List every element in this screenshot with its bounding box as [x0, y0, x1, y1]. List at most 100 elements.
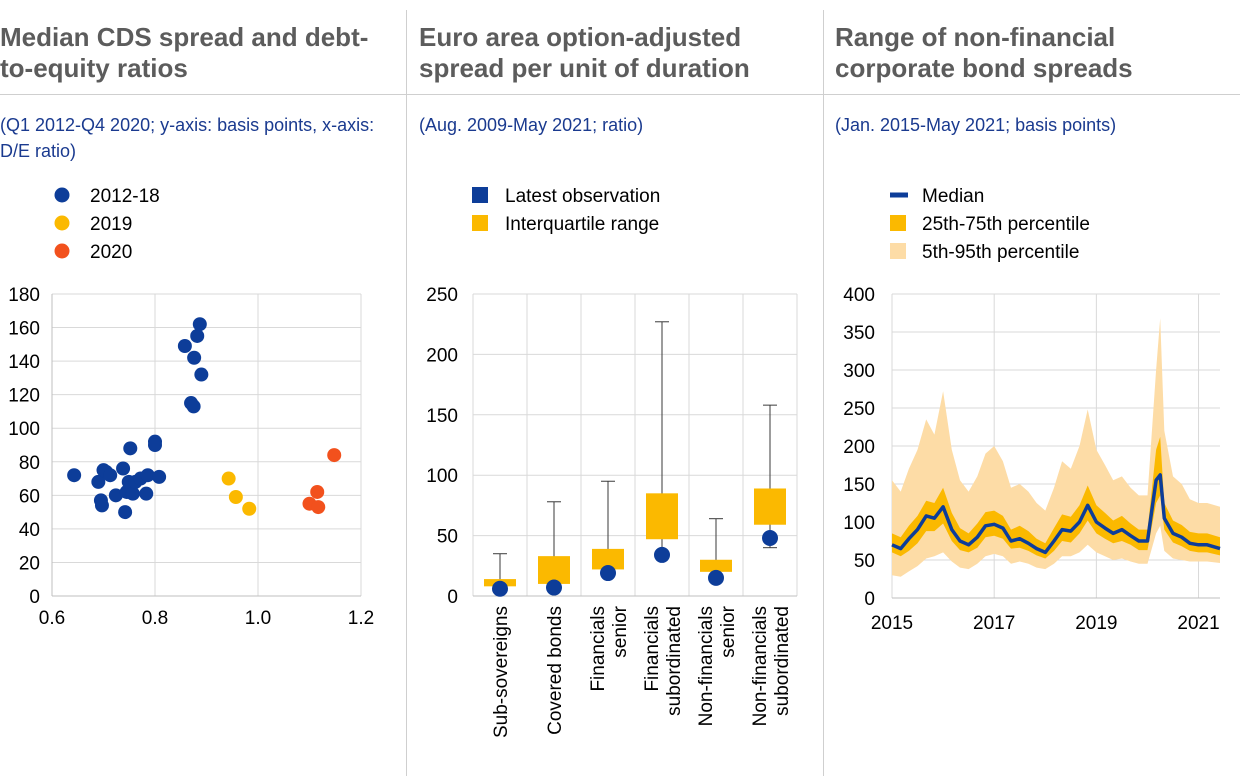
x-tick-label: 2015 [871, 613, 913, 634]
scatter-point-2012-18 [177, 339, 192, 354]
y-tick-label: 150 [426, 406, 458, 427]
iqr-box [646, 493, 678, 540]
scatter-point-2012-18 [190, 328, 205, 343]
scatter-point-2012-18 [187, 350, 202, 365]
category-label-line: Financials [642, 606, 663, 692]
y-tick-label: 40 [19, 520, 40, 541]
iqr-box [592, 548, 624, 570]
x-tick-label: 1.2 [348, 608, 374, 629]
category-label-line: senior [610, 605, 631, 657]
chart-subtitle: (Jan. 2015-May 2021; basis points) [835, 115, 1117, 135]
scatter-point-2012-18 [116, 461, 131, 476]
y-tick-label: 50 [437, 527, 458, 548]
chart-title: Euro area option-adjusted spread per uni… [419, 22, 750, 83]
y-tick-label: 20 [19, 553, 40, 574]
y-tick-label: 300 [843, 361, 875, 382]
scatter-point-2012-18 [139, 486, 154, 501]
y-tick-label: 100 [843, 513, 875, 534]
iqr-box [700, 559, 732, 572]
legend-swatch-line [890, 192, 908, 198]
y-tick-label: 150 [843, 475, 875, 496]
scatter-point-2020 [311, 500, 326, 515]
scatter-point-2012-18 [123, 441, 138, 456]
legend-label: 2019 [90, 214, 132, 235]
scatter-point-2012-18 [194, 367, 209, 382]
legend-label: Median [922, 186, 984, 207]
y-tick-label: 140 [8, 352, 40, 373]
y-tick-label: 350 [843, 323, 875, 344]
panel-oas-box: Euro area option-adjusted spread per uni… [407, 0, 823, 776]
category-label-line: subordinated [664, 606, 685, 716]
category-label: Financialssubordinated [642, 606, 685, 716]
y-tick-label: 160 [8, 319, 40, 340]
panel-divider [823, 10, 824, 776]
legend-label: 2012-18 [90, 186, 160, 207]
y-tick-label: 0 [864, 589, 875, 610]
band-25th-75th-percentile [892, 436, 1220, 559]
legend-label: Latest observation [505, 186, 660, 207]
latest-observation-point [654, 546, 670, 563]
scatter-point-2012-18 [152, 469, 167, 484]
header-divider [0, 94, 1240, 95]
latest-observation-point [600, 565, 616, 582]
latest-observation-point [546, 579, 562, 596]
legend-label: 5th-95th percentile [922, 242, 1079, 263]
y-tick-label: 180 [8, 285, 40, 306]
x-tick-label: 2021 [1177, 613, 1219, 634]
y-tick-label: 100 [426, 466, 458, 487]
category-label-line: senior [718, 605, 739, 657]
chart-title: Range of non-financial corporate bond sp… [835, 22, 1133, 83]
category-label-line: Non-financials [750, 606, 771, 726]
legend-label: Interquartile range [505, 214, 659, 235]
y-tick-label: 0 [447, 587, 458, 608]
chart-subtitle: (Q1 2012-Q4 2020; y-axis: basis points, … [0, 115, 375, 161]
category-label: Covered bonds [545, 606, 566, 735]
x-tick-label: 2017 [973, 613, 1015, 634]
latest-observation-point [708, 569, 724, 586]
chart-title: Median CDS spread and debt-to-equity rat… [0, 22, 369, 83]
x-tick-label: 0.6 [39, 608, 65, 629]
legend-label: 25th-75th percentile [922, 214, 1090, 235]
category-label: Non-financialssubordinated [750, 606, 793, 726]
chart-subtitle: (Aug. 2009-May 2021; ratio) [419, 115, 644, 135]
scatter-point-2020 [327, 448, 342, 463]
scatter-point-2019 [242, 501, 257, 516]
scatter-point-2012-18 [140, 468, 155, 483]
area-chart: Median 25th-75th percentile 5th-95th perce… [843, 186, 1221, 634]
legend-label: 2020 [90, 242, 132, 263]
latest-observation-point [762, 530, 778, 547]
category-label: Sub-sovereigns [491, 606, 512, 738]
panel-cds-scatter: Median CDS spread and debt-to-equity rat… [0, 0, 406, 776]
scatter-point-2012-18 [192, 317, 207, 332]
category-label-line: subordinated [772, 606, 793, 716]
scatter-point-2019 [228, 490, 243, 505]
scatter-point-2012-18 [103, 468, 118, 483]
legend-swatch [890, 215, 906, 231]
category-label: Financialssenior [588, 605, 631, 691]
y-tick-label: 200 [843, 437, 875, 458]
y-tick-label: 400 [843, 285, 875, 306]
y-tick-label: 50 [854, 551, 875, 572]
y-tick-label: 100 [8, 419, 40, 440]
scatter-point-2012-18 [108, 488, 123, 503]
median-line [891, 473, 1221, 555]
category-label-line: Financials [588, 606, 609, 692]
y-tick-label: 250 [426, 285, 458, 306]
scatter-point-2012-18 [118, 505, 133, 520]
scatter-point-2012-18 [91, 474, 106, 489]
scatter-chart: 2012-18 2019 2020 0 20 40 60 80 100 120 140 160 180 0… [8, 186, 374, 629]
scatter-point-2012-18 [67, 468, 82, 483]
category-label-line: Non-financials [696, 606, 717, 726]
y-tick-label: 0 [29, 587, 40, 608]
scatter-point-2012-18 [186, 399, 201, 414]
scatter-point-2012-18 [148, 438, 162, 452]
iqr-box [754, 488, 786, 525]
x-tick-label: 1.0 [245, 608, 271, 629]
scatter-point-2019 [221, 471, 236, 486]
y-tick-label: 120 [8, 386, 40, 407]
legend-swatch [890, 243, 906, 259]
legend-marker-2020 [54, 243, 70, 259]
scatter-point-2012-18 [94, 498, 109, 513]
panel-spread-range: Range of non-financial corporate bond sp… [824, 0, 1240, 776]
y-tick-label: 80 [19, 453, 40, 474]
